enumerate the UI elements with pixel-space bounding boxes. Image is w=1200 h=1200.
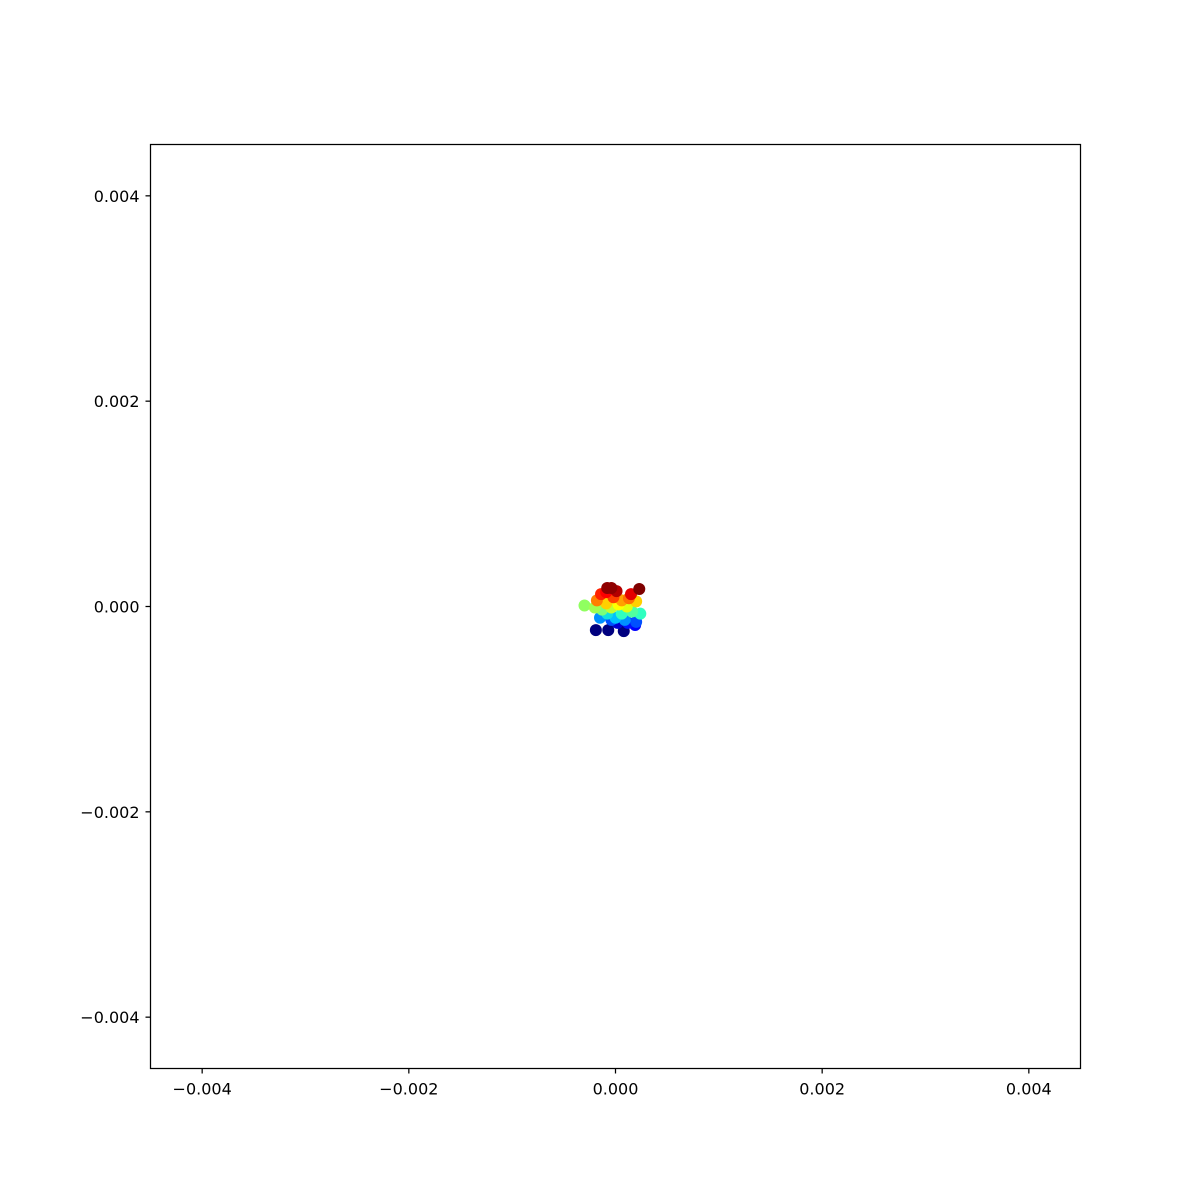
y-tick-label: 0.000	[94, 598, 140, 617]
x-tick-label: 0.004	[1006, 1080, 1052, 1099]
y-tick-label: −0.002	[80, 803, 139, 822]
x-tick-label: −0.004	[173, 1080, 232, 1099]
x-tick-label: 0.002	[799, 1080, 845, 1099]
scatter-point	[633, 583, 646, 596]
scatter-point	[578, 599, 591, 612]
scatter-points	[578, 582, 647, 638]
y-tick-label: 0.002	[94, 392, 140, 411]
scatter-point	[605, 582, 618, 595]
y-tick-label: 0.004	[94, 187, 140, 206]
x-tick-label: −0.002	[379, 1080, 438, 1099]
y-axis: 0.004 0.002 0.000 −0.002 −0.004	[80, 187, 151, 1027]
scatter-point	[589, 624, 602, 637]
x-axis: −0.004 −0.002 0.000 0.002 0.004	[173, 1068, 1052, 1099]
x-tick-label: 0.000	[593, 1080, 639, 1099]
y-tick-label: −0.004	[80, 1008, 139, 1027]
scatter-point	[602, 624, 615, 637]
